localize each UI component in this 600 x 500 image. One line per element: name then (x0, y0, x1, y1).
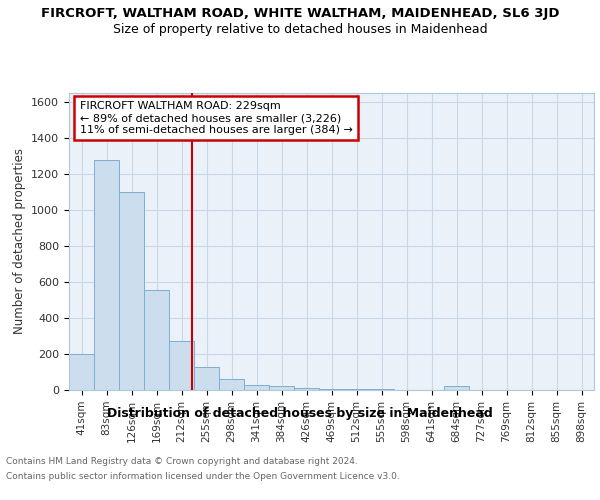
Bar (244, 384, 269, 390)
Bar (319, 388, 344, 390)
Bar (194, 366, 219, 390)
Bar (444, 386, 469, 390)
Text: FIRCROFT, WALTHAM ROAD, WHITE WALTHAM, MAIDENHEAD, SL6 3JD: FIRCROFT, WALTHAM ROAD, WHITE WALTHAM, M… (41, 8, 559, 20)
Text: Distribution of detached houses by size in Maidenhead: Distribution of detached houses by size … (107, 408, 493, 420)
Bar (94, 160, 119, 390)
Bar (344, 389, 369, 390)
Bar (144, 290, 169, 390)
Bar (294, 388, 319, 390)
Bar (119, 192, 144, 390)
Text: Contains public sector information licensed under the Open Government Licence v3: Contains public sector information licen… (6, 472, 400, 481)
Text: FIRCROFT WALTHAM ROAD: 229sqm
← 89% of detached houses are smaller (3,226)
11% o: FIRCROFT WALTHAM ROAD: 229sqm ← 89% of d… (79, 102, 352, 134)
Y-axis label: Number of detached properties: Number of detached properties (13, 148, 26, 334)
Bar (69, 354, 94, 390)
Bar (219, 379, 244, 390)
Text: Contains HM Land Registry data © Crown copyright and database right 2024.: Contains HM Land Registry data © Crown c… (6, 457, 358, 466)
Bar (169, 342, 194, 390)
Bar (269, 386, 294, 390)
Text: Size of property relative to detached houses in Maidenhead: Size of property relative to detached ho… (113, 22, 487, 36)
